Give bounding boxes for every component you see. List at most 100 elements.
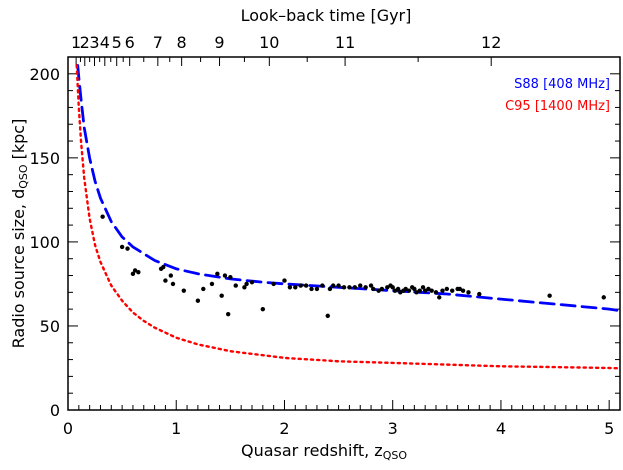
data-point [417,288,422,293]
top-tick-label: 9 [214,33,224,52]
data-point [460,288,466,293]
top-tick-label: 8 [177,33,187,52]
top-tick-label: 7 [153,33,163,52]
data-point [303,283,309,288]
data-point [450,288,455,293]
legend-s88: S88 [408 MHz] [514,77,610,92]
top-tick-label: 5 [112,33,122,52]
data-point [233,283,238,288]
data-point [466,290,471,295]
data-point [130,271,136,277]
x-tick-label: 0 [63,419,73,438]
top-tick-label: 6 [125,33,135,52]
data-point [392,288,398,293]
data-point [181,288,187,293]
data-point [385,285,390,290]
data-point [100,214,105,219]
data-point [228,275,233,280]
y-tick-label: 0 [50,401,60,420]
data-point [457,286,463,292]
data-point [429,288,434,293]
data-point [330,283,336,288]
data-point [420,285,426,290]
data-point [412,286,417,292]
top-tick-label: 4 [100,33,110,52]
data-point [287,285,293,290]
data-point [352,285,358,290]
data-point [136,269,141,275]
data-point [271,281,276,287]
top-tick-label: 10 [259,33,279,52]
data-point [309,286,314,292]
top-tick-label: 3 [89,33,99,52]
data-point [368,283,374,288]
data-point [219,293,224,298]
data-point [414,290,419,295]
top-axis-title: Look–back time [Gyr] [241,6,412,25]
data-point [477,291,482,297]
top-tick-label: 11 [335,33,355,52]
data-point [547,293,552,298]
data-point [260,306,266,312]
x-tick-label: 5 [604,419,614,438]
x-tick-label: 1 [171,419,181,438]
data-point [225,311,231,317]
data-point [371,286,376,292]
y-tick-label: 200 [29,65,60,84]
data-point [201,286,206,292]
data-point [422,288,428,293]
data-point [325,313,330,319]
data-point [298,283,303,288]
x-axis-ticks: 0 1 2 3 4 5 [63,400,621,438]
data-point [336,283,341,288]
x-tick-label: 4 [496,419,506,438]
x-tick-label: 3 [388,419,398,438]
x-axis-title-main: Quasar redshift, z [241,441,383,460]
top-tick-label: 1 [71,33,81,52]
data-point [249,280,255,285]
data-point [395,286,401,292]
data-point [125,246,130,251]
top-tick-label: 2 [80,33,90,52]
data-point [433,290,439,295]
plot-frame [67,56,621,411]
y-axis-title: Radio source size, dQSO [kpc] [9,119,30,349]
data-point [244,281,249,287]
data-point [347,285,352,290]
data-point [195,298,201,303]
c95-curve [75,64,620,370]
data-point [444,286,450,292]
data-point [406,288,412,293]
data-point [390,285,395,290]
y-axis-title-unit: [kpc] [9,119,28,165]
y-axis-title-sub: QSO [17,164,30,189]
x-tick-label: 2 [279,419,289,438]
data-point [398,290,403,295]
data-point [314,286,320,292]
y-tick-label: 150 [29,149,60,168]
data-point [209,281,215,287]
top-tick-label: 12 [481,33,501,52]
data-point [168,273,174,278]
series-layer [75,64,620,370]
top-axis-ticks: 12 3 4 5 6 7 8 9 10 11 12 [71,33,501,66]
y-axis-title-main: Radio source size, d [9,189,28,349]
data-point [222,273,228,278]
legend-c95: C95 [1400 MHz] [505,99,610,114]
data-point [320,283,325,288]
s88-curve [76,64,620,313]
data-point [119,244,125,250]
data-point [363,285,368,290]
x-axis-title-sub: QSO [383,449,408,462]
data-point [170,281,176,287]
x-axis-title: Quasar redshift, zQSO [241,441,407,462]
y-tick-label: 50 [40,317,60,336]
data-point [132,268,138,273]
data-point [327,286,333,292]
data-point [403,286,408,292]
data-point [282,278,287,283]
data-point [242,285,247,290]
data-point [215,271,220,277]
data-point [341,285,347,290]
